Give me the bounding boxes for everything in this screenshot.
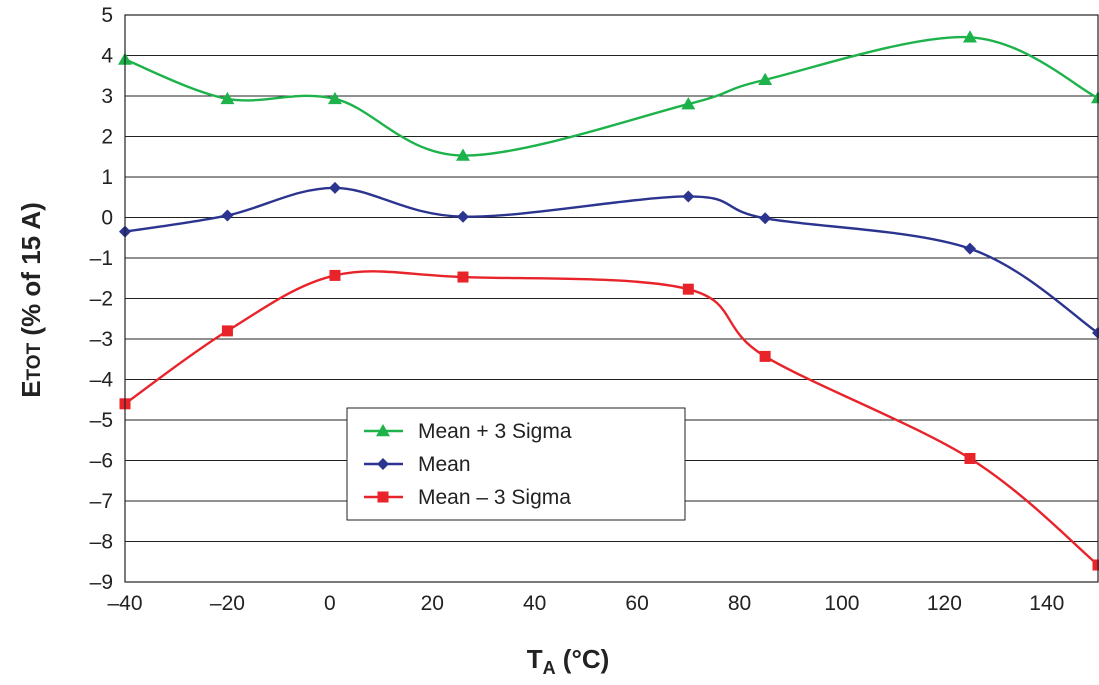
- data-point: [681, 97, 696, 110]
- y-tick-label: 4: [101, 45, 113, 68]
- data-point: [455, 148, 470, 161]
- series-line: [124, 35, 1099, 157]
- x-tick-label: 140: [1029, 592, 1064, 615]
- x-tick-label: 0: [324, 592, 336, 615]
- data-point: [327, 91, 342, 105]
- data-point: [221, 209, 234, 222]
- y-tick-label: 5: [101, 4, 113, 27]
- legend-swatch-marker: [377, 458, 389, 470]
- x-tick-label: 100: [824, 592, 859, 615]
- plot-frame: [124, 14, 1099, 583]
- y-axis-title-sub: TOT: [24, 342, 45, 380]
- legend: Mean + 3 Sigma Mean Mean – 3 Sigma: [346, 407, 686, 521]
- legend-items: Mean + 3 Sigma Mean Mean – 3 Sigma: [364, 420, 572, 509]
- data-point: [1092, 559, 1099, 571]
- y-tick-label: –6: [90, 450, 113, 473]
- data-point: [328, 181, 341, 194]
- series-layer: [118, 30, 1099, 571]
- y-tick-label: –3: [90, 328, 113, 351]
- series-line: [124, 186, 1099, 334]
- y-tick-label: –7: [90, 490, 113, 513]
- data-point: [1092, 326, 1099, 339]
- y-tick-label: 0: [101, 207, 113, 230]
- data-point: [758, 72, 773, 86]
- y-tick-label: 2: [101, 126, 113, 149]
- x-tick-labels: –40 –20 0 20 40 60 80 100 120 140: [107, 592, 1064, 615]
- series-0: [118, 30, 1099, 161]
- y-tick-labels: 5 4 3 2 1 0 –1 –2 –3 –4 –5 –6 –7 –8 –9: [90, 4, 114, 594]
- legend-box: [346, 407, 686, 521]
- legend-item: Mean – 3 Sigma: [364, 486, 571, 509]
- data-point: [964, 452, 976, 464]
- data-point: [682, 283, 694, 295]
- data-point: [759, 350, 771, 362]
- y-tick-label: 1: [101, 166, 113, 189]
- data-point: [456, 210, 469, 223]
- y-tick-label: –1: [90, 247, 113, 270]
- data-point: [329, 269, 341, 281]
- y-tick-label: –5: [90, 409, 113, 432]
- y-axis-title: ETOT (% of 15 A): [16, 202, 46, 398]
- x-axis-title-sub: A: [543, 658, 556, 678]
- y-tick-label: –4: [90, 369, 114, 392]
- y-tick-label: 3: [101, 85, 113, 108]
- series-1: [119, 181, 1099, 339]
- x-axis-title-unit: (°C): [556, 644, 610, 674]
- legend-swatch-marker: [376, 424, 390, 437]
- data-point: [962, 30, 977, 43]
- x-tick-label: 120: [927, 592, 962, 615]
- x-tick-label: –20: [210, 592, 245, 615]
- series-line: [124, 270, 1099, 566]
- legend-label: Mean: [418, 453, 471, 476]
- data-point: [1091, 91, 1099, 104]
- x-tick-label: 40: [523, 592, 546, 615]
- y-tick-label: –8: [90, 531, 113, 554]
- y-axis-title-main: E: [16, 380, 46, 397]
- data-point: [457, 271, 469, 283]
- legend-label: Mean – 3 Sigma: [418, 486, 571, 509]
- y-tick-label: –9: [90, 571, 113, 594]
- legend-item: Mean: [364, 453, 471, 476]
- y-tick-label: –2: [90, 288, 113, 311]
- x-axis-title-main: T: [527, 644, 543, 674]
- data-point: [963, 242, 976, 255]
- x-tick-label: 60: [625, 592, 648, 615]
- legend-label: Mean + 3 Sigma: [418, 420, 572, 443]
- x-axis-title: TA (°C): [527, 644, 610, 678]
- data-point: [221, 325, 233, 337]
- data-point: [220, 91, 235, 105]
- x-tick-label: –40: [107, 592, 142, 615]
- y-axis-title-unit: (% of 15 A): [16, 202, 46, 343]
- x-tick-label: 20: [421, 592, 444, 615]
- data-point: [682, 190, 695, 203]
- x-tick-label: 80: [728, 592, 751, 615]
- legend-swatch-marker: [377, 491, 389, 503]
- legend-item: Mean + 3 Sigma: [364, 420, 572, 443]
- data-point: [759, 212, 772, 225]
